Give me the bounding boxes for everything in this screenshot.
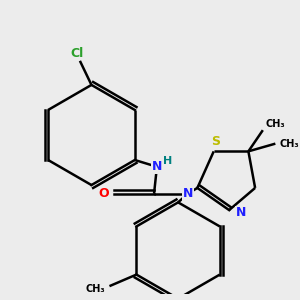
Text: N: N bbox=[182, 187, 193, 200]
Text: CH₃: CH₃ bbox=[86, 284, 106, 294]
Text: Cl: Cl bbox=[70, 46, 84, 60]
Text: CH₃: CH₃ bbox=[279, 139, 299, 148]
Text: S: S bbox=[211, 135, 220, 148]
Text: O: O bbox=[99, 187, 109, 200]
Text: N: N bbox=[236, 206, 246, 220]
Text: CH₃: CH₃ bbox=[266, 119, 285, 129]
Text: N: N bbox=[152, 160, 162, 173]
Text: H: H bbox=[163, 156, 172, 166]
